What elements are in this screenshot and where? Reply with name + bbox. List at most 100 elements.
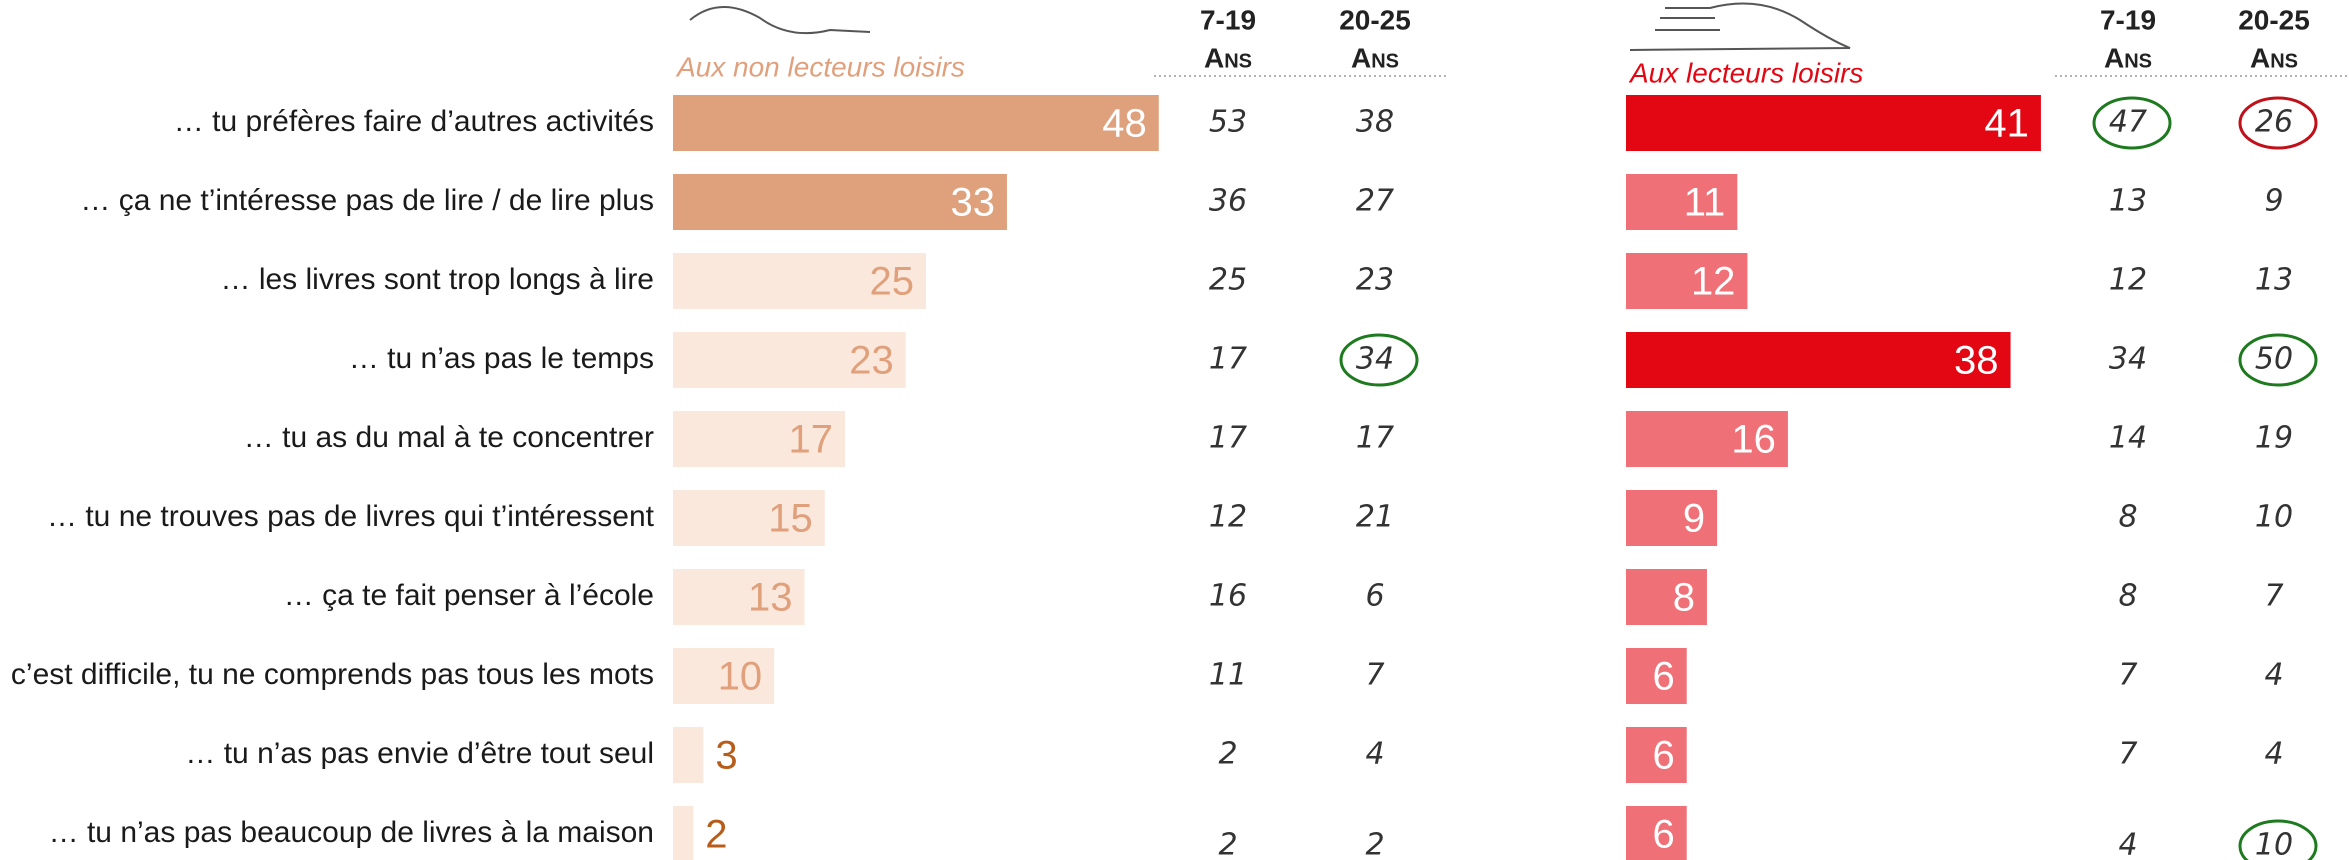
category-label: … tu n’as pas beaucoup de livres à la ma… bbox=[49, 816, 654, 849]
bar bbox=[1626, 648, 1687, 704]
table-value: 10 bbox=[2255, 828, 2293, 860]
table-value: 19 bbox=[2255, 421, 2293, 456]
bar-label: 3 bbox=[715, 734, 737, 778]
column-unit: Ans bbox=[1351, 42, 1399, 73]
table-value: 13 bbox=[2109, 184, 2147, 219]
table-value: 25 bbox=[1209, 263, 1247, 298]
category-label: … tu as du mal à te concentrer bbox=[244, 421, 654, 454]
bar bbox=[1626, 411, 1788, 467]
table-value: 2 bbox=[1218, 737, 1237, 772]
bar bbox=[673, 95, 1159, 151]
table-value: 38 bbox=[1356, 105, 1394, 140]
bar bbox=[673, 648, 775, 704]
table-value: 26 bbox=[2255, 105, 2293, 140]
bar bbox=[1626, 806, 1687, 860]
bar-label: 17 bbox=[789, 418, 834, 462]
table-value: 16 bbox=[1209, 579, 1247, 614]
bar-label: 13 bbox=[748, 576, 793, 620]
category-label: … tu préfères faire d’autres activités bbox=[174, 105, 654, 138]
table-value: 4 bbox=[2264, 658, 2283, 693]
category-label: … c’est difficile, tu ne comprends pas t… bbox=[0, 658, 654, 691]
table-value: 17 bbox=[1356, 421, 1394, 456]
bar bbox=[1626, 490, 1718, 546]
panel-subtitle: Aux non lecteurs loisirs bbox=[675, 51, 965, 82]
table-value: 7 bbox=[2264, 579, 2283, 614]
category-label: … tu n’as pas le temps bbox=[349, 342, 654, 375]
table-value: 2 bbox=[1365, 828, 1384, 860]
bar bbox=[1626, 569, 1707, 625]
table-value: 12 bbox=[2109, 263, 2147, 298]
table-value: 10 bbox=[2255, 500, 2293, 535]
table-value: 53 bbox=[1209, 105, 1247, 140]
table-value: 4 bbox=[2264, 737, 2283, 772]
bar bbox=[1626, 253, 1748, 309]
bar bbox=[673, 332, 906, 388]
highlight-circle bbox=[2238, 333, 2318, 387]
bar-label: 8 bbox=[1673, 576, 1695, 620]
table-value: 13 bbox=[2255, 263, 2293, 298]
table-value: 7 bbox=[2118, 737, 2137, 772]
highlight-circle bbox=[1339, 333, 1419, 387]
table-value: 34 bbox=[1356, 342, 1394, 377]
column-unit: Ans bbox=[2104, 42, 2152, 73]
table-value: 6 bbox=[1365, 579, 1384, 614]
table-value: 12 bbox=[1209, 500, 1247, 535]
column-unit: Ans bbox=[2250, 42, 2298, 73]
bar bbox=[1626, 95, 2041, 151]
table-value: 9 bbox=[2264, 184, 2283, 219]
column-header: 7-19 bbox=[1200, 4, 1256, 35]
bar bbox=[673, 727, 704, 783]
bar-label: 6 bbox=[1652, 734, 1674, 778]
table-value: 4 bbox=[2118, 828, 2137, 860]
bar bbox=[1626, 174, 1738, 230]
column-header: 7-19 bbox=[2100, 4, 2156, 35]
bar-label: 38 bbox=[1954, 339, 1999, 383]
bar bbox=[673, 806, 694, 860]
bar-label: 11 bbox=[1684, 181, 1726, 225]
category-label: … tu n’as pas envie d’être tout seul bbox=[185, 737, 654, 770]
table-value: 14 bbox=[2109, 421, 2147, 456]
bar-label: 6 bbox=[1652, 655, 1674, 699]
bar bbox=[673, 174, 1007, 230]
table-value: 36 bbox=[1209, 184, 1247, 219]
table-value: 4 bbox=[1365, 737, 1384, 772]
table-value: 8 bbox=[2118, 579, 2137, 614]
bar-label: 23 bbox=[849, 339, 894, 383]
table-value: 2 bbox=[1218, 828, 1237, 860]
bar-label: 16 bbox=[1731, 418, 1776, 462]
panel-subtitle: Aux lecteurs loisirs bbox=[1628, 57, 1863, 88]
bar-label: 10 bbox=[718, 655, 763, 699]
table-value: 27 bbox=[1356, 184, 1394, 219]
table-value: 17 bbox=[1209, 342, 1247, 377]
bar bbox=[673, 490, 825, 546]
bar-label: 9 bbox=[1683, 497, 1705, 541]
highlight-circle bbox=[2092, 96, 2172, 150]
bar-label: 6 bbox=[1652, 813, 1674, 857]
bar-label: 12 bbox=[1691, 260, 1736, 304]
table-value: 7 bbox=[2118, 658, 2137, 693]
column-header: 20-25 bbox=[2238, 4, 2310, 35]
table-value: 34 bbox=[2109, 342, 2147, 377]
bar bbox=[1626, 332, 2011, 388]
table-value: 47 bbox=[2109, 105, 2147, 140]
illustration bbox=[689, 2, 1851, 51]
bar bbox=[673, 411, 846, 467]
column-unit: Ans bbox=[1204, 42, 1252, 73]
table-value: 8 bbox=[2118, 500, 2137, 535]
bar-label: 15 bbox=[768, 497, 813, 541]
column-header: 20-25 bbox=[1339, 4, 1411, 35]
table-value: 11 bbox=[1209, 658, 1247, 693]
table-value: 7 bbox=[1365, 658, 1384, 693]
bar-label: 41 bbox=[1984, 102, 2029, 146]
category-label: … les livres sont trop longs à lire bbox=[220, 263, 654, 296]
highlight-circle bbox=[2238, 96, 2318, 150]
bar-label: 48 bbox=[1102, 102, 1147, 146]
highlight-circle bbox=[2238, 819, 2318, 860]
category-label: … tu ne trouves pas de livres qui t’inté… bbox=[47, 500, 655, 533]
bar-label: 33 bbox=[950, 181, 995, 225]
bar-label: 2 bbox=[705, 813, 727, 857]
table-value: 50 bbox=[2255, 342, 2293, 377]
table-value: 23 bbox=[1356, 263, 1394, 298]
table-value: 21 bbox=[1356, 500, 1394, 535]
